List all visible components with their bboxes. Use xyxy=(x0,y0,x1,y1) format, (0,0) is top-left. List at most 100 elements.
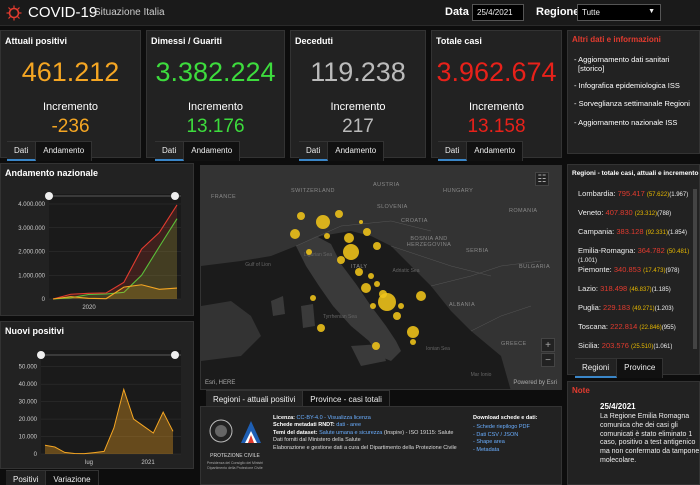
region-name: Piemonte: xyxy=(578,265,612,274)
tab-regioni[interactable]: Regioni xyxy=(575,358,618,378)
licenza-value[interactable]: CC-BY-4.0 xyxy=(296,415,323,421)
region-total: 407.830 xyxy=(605,208,633,217)
sea-label: Gulf of Lion xyxy=(245,262,271,268)
y-tick-label: 10.000 xyxy=(19,435,38,441)
info-links-panel: Altri dati e informazioni - Aggiornament… xyxy=(567,30,700,154)
map-bubbles xyxy=(290,210,426,350)
kpi-increment-label: Incremento xyxy=(330,101,386,113)
tab-dati[interactable]: Dati xyxy=(438,141,468,161)
date-picker[interactable]: 25/4/2021 xyxy=(472,4,524,21)
region-row[interactable]: Veneto: 407.830 (23.312)(788) xyxy=(578,208,671,217)
region-select[interactable]: Tutte ▼ xyxy=(577,4,661,21)
sea-label: Adriatic Sea xyxy=(392,268,420,274)
map-label: SLOVENIA xyxy=(377,204,408,210)
licenza-link[interactable]: - Visualizza licenza xyxy=(324,415,371,421)
tab-dati[interactable]: Dati xyxy=(155,141,185,161)
download-metadata-link[interactable]: - Metadata xyxy=(473,446,500,453)
region-row[interactable]: Piemonte: 340.853 (17.473)(978) xyxy=(578,265,679,274)
sea-label: Ionian Sea xyxy=(426,346,450,352)
map-label: CROATIA xyxy=(401,218,428,224)
tab-positivi[interactable]: Positivi xyxy=(6,470,47,485)
links-header: Altri dati e informazioni xyxy=(572,35,661,44)
download-pdf-link[interactable]: - Schede riepilogo PDF xyxy=(473,424,530,431)
tab-dati[interactable]: Dati xyxy=(299,141,329,161)
app-subtitle: Situazione Italia xyxy=(94,7,165,18)
tab-variazione[interactable]: Variazione xyxy=(46,470,99,485)
tab-province[interactable]: Province xyxy=(617,358,664,378)
note-panel: Note 25/4/2021 La Regione Emilia Romagna… xyxy=(567,381,700,485)
tab-andamento[interactable]: Andamento xyxy=(328,141,385,161)
region-value: Tutte xyxy=(582,8,600,17)
temi-link[interactable]: Salute umana e sicurezza xyxy=(319,429,383,436)
tab-andamento[interactable]: Andamento xyxy=(184,141,241,161)
series-line xyxy=(52,284,178,300)
nuovi-positivi-panel: Nuovi positivi 50.000 40.000 30.000 20.000 1… xyxy=(0,321,194,469)
kpi-tabs: Dati Andamento xyxy=(7,141,93,161)
map-label: SERBIA xyxy=(466,248,489,254)
download-csv-link[interactable]: - Dati CSV / JSON xyxy=(473,431,519,438)
region-positivi: (17.473) xyxy=(643,268,666,274)
link-aggiornamento-iss[interactable]: - Aggiornamento nazionale ISS xyxy=(574,118,678,127)
region-increment: (978) xyxy=(665,268,680,274)
region-row[interactable]: Lombardia: 795.417 (57.622)(1.967) xyxy=(578,189,688,198)
layers-icon[interactable]: ☷ xyxy=(535,172,549,186)
region-increment: (1.001) xyxy=(578,258,598,264)
kpi-increment-label: Incremento xyxy=(187,101,244,113)
region-positivi: (57.622) xyxy=(646,192,670,198)
tab-province-casi[interactable]: Province - casi totali xyxy=(303,390,390,410)
link-storico[interactable]: [storico] xyxy=(578,64,605,73)
region-positivi: (23.312) xyxy=(634,211,658,217)
region-name: Veneto: xyxy=(578,208,604,217)
map-label: ROMANIA xyxy=(509,208,538,214)
link-dati-sanitari[interactable]: - Aggiornamento dati sanitari xyxy=(574,55,670,64)
region-increment: (1.061) xyxy=(653,344,673,350)
map-label: BOSNIA AND HERZEGOVINA xyxy=(406,236,452,248)
y-tick-label: 20.000 xyxy=(19,417,38,423)
date-label: Data xyxy=(445,6,469,18)
link-sorveglianza[interactable]: - Sorveglianza settimanale Regioni xyxy=(574,99,690,108)
region-total: 203.576 xyxy=(601,341,629,350)
kpi-tabs: Dati Andamento xyxy=(299,141,385,161)
region-positivi: (22.846) xyxy=(639,325,662,331)
region-row[interactable]: Sicilia: 203.576 (25.510)(1.061) xyxy=(578,341,672,350)
region-increment: (1.185) xyxy=(651,287,671,293)
download-shape-link[interactable]: - Shape area xyxy=(473,439,505,446)
region-row[interactable]: Lazio: 318.498 (46.837)(1.185) xyxy=(578,284,671,293)
x-tick-label: 2021 xyxy=(141,460,155,466)
link-infografica[interactable]: - Infografica epidemiologica ISS xyxy=(574,81,680,90)
region-row[interactable]: Toscana: 222.814 (22.846)(955) xyxy=(578,322,676,331)
chart-title: Andamento nazionale xyxy=(5,168,99,178)
region-total: 795.417 xyxy=(617,189,645,198)
note-date: 25/4/2021 xyxy=(600,402,636,411)
map-tabs: Regioni - attuali positivi Province - ca… xyxy=(206,390,390,410)
y-tick-label: 3.000.000 xyxy=(18,226,45,232)
kpi-value: 3.382.224 xyxy=(155,57,276,87)
region-row[interactable]: Campania: 383.128 (92.331)(1.854) xyxy=(578,227,687,236)
y-tick-label: 2.000.000 xyxy=(18,250,45,256)
tab-andamento[interactable]: Andamento xyxy=(36,141,93,161)
region-row[interactable]: Puglia: 229.183 (49.271)(1.203) xyxy=(578,303,674,312)
kpi-value: 461.212 xyxy=(21,57,120,87)
regions-scrollbar[interactable] xyxy=(693,189,697,349)
note-header: Note xyxy=(572,386,590,395)
region-name: Puglia: xyxy=(578,303,601,312)
region-total: 383.128 xyxy=(616,227,644,236)
map-view[interactable]: FRANCE SWITZERLAND AUSTRIA HUNGARY SLOVE… xyxy=(200,165,562,390)
y-tick-label: 4.000.000 xyxy=(18,202,45,208)
kpi-tabs: Dati Andamento xyxy=(155,141,241,161)
info-panel: PROTEZIONE CIVILE Presidenza del Consigl… xyxy=(200,406,562,485)
zoom-in-button[interactable]: + xyxy=(541,338,555,352)
regions-header: Regioni - totale casi, attuali e increme… xyxy=(572,170,699,177)
zoom-out-button[interactable]: − xyxy=(541,353,555,367)
tab-dati[interactable]: Dati xyxy=(7,141,37,161)
map-label: BULGARIA xyxy=(519,264,551,270)
region-row[interactable]: Emilia-Romagna: 364.782 (50.481) (1.001) xyxy=(578,246,699,264)
andamento-chart-panel: Andamento nazionale 4.000.000 3.000.000 2.… xyxy=(0,163,194,316)
region-name: Lombardia: xyxy=(578,189,616,198)
y-tick-label: 1.000.000 xyxy=(18,273,45,279)
schede-link[interactable]: dati - aree xyxy=(336,422,362,429)
region-total: 318.498 xyxy=(600,284,628,293)
region-label: Regione xyxy=(536,6,580,18)
note-text: La Regione Emilia Romagna comunica che d… xyxy=(600,413,700,464)
tab-andamento[interactable]: Andamento xyxy=(467,141,524,161)
